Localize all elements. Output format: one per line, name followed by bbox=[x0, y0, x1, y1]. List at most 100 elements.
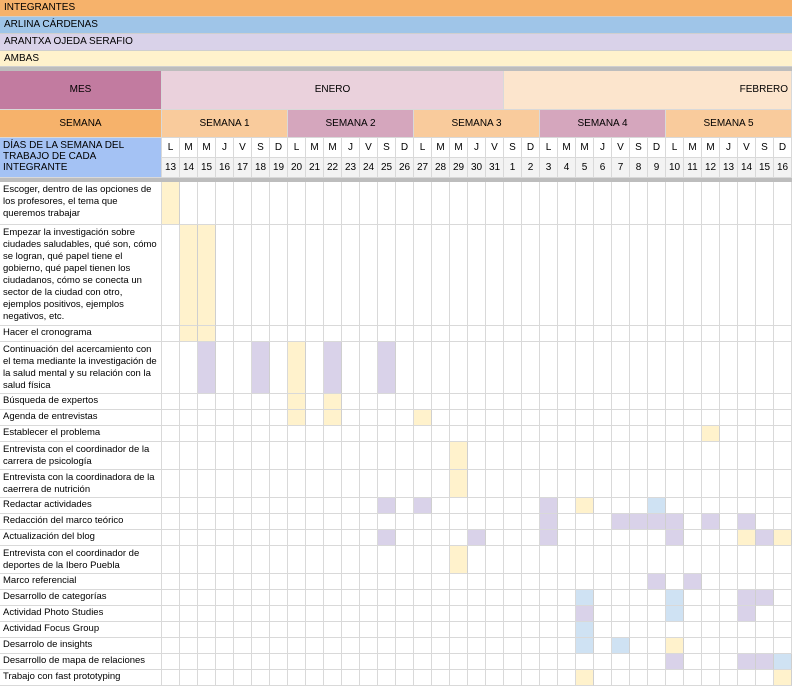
schedule-cell[interactable] bbox=[162, 530, 180, 546]
schedule-cell[interactable] bbox=[252, 182, 270, 225]
schedule-cell[interactable] bbox=[648, 546, 666, 574]
schedule-cell[interactable] bbox=[702, 326, 720, 342]
schedule-cell[interactable] bbox=[270, 182, 288, 225]
schedule-cell-marked[interactable] bbox=[450, 546, 468, 574]
schedule-cell[interactable] bbox=[396, 410, 414, 426]
schedule-cell[interactable] bbox=[504, 394, 522, 410]
schedule-cell[interactable] bbox=[720, 225, 738, 326]
schedule-cell[interactable] bbox=[594, 574, 612, 590]
task-label[interactable]: Actualización del blog bbox=[0, 530, 162, 546]
schedule-cell[interactable] bbox=[162, 326, 180, 342]
schedule-cell[interactable] bbox=[432, 426, 450, 442]
schedule-cell[interactable] bbox=[252, 410, 270, 426]
schedule-cell[interactable] bbox=[594, 326, 612, 342]
schedule-cell[interactable] bbox=[378, 654, 396, 670]
schedule-cell[interactable] bbox=[540, 590, 558, 606]
schedule-cell[interactable] bbox=[468, 654, 486, 670]
schedule-cell[interactable] bbox=[324, 442, 342, 470]
schedule-cell[interactable] bbox=[522, 574, 540, 590]
schedule-cell[interactable] bbox=[306, 574, 324, 590]
schedule-cell[interactable] bbox=[612, 622, 630, 638]
schedule-cell[interactable] bbox=[378, 410, 396, 426]
schedule-cell[interactable] bbox=[450, 410, 468, 426]
schedule-cell[interactable] bbox=[324, 470, 342, 498]
schedule-cell[interactable] bbox=[738, 342, 756, 394]
schedule-cell[interactable] bbox=[414, 342, 432, 394]
schedule-cell[interactable] bbox=[324, 514, 342, 530]
schedule-cell[interactable] bbox=[630, 622, 648, 638]
schedule-cell[interactable] bbox=[198, 470, 216, 498]
schedule-cell[interactable] bbox=[648, 225, 666, 326]
schedule-cell-marked[interactable] bbox=[612, 638, 630, 654]
schedule-cell[interactable] bbox=[252, 606, 270, 622]
schedule-cell[interactable] bbox=[594, 442, 612, 470]
schedule-cell[interactable] bbox=[576, 342, 594, 394]
schedule-cell[interactable] bbox=[288, 590, 306, 606]
schedule-cell[interactable] bbox=[162, 342, 180, 394]
schedule-cell[interactable] bbox=[684, 498, 702, 514]
schedule-cell[interactable] bbox=[270, 470, 288, 498]
schedule-cell[interactable] bbox=[612, 442, 630, 470]
schedule-cell[interactable] bbox=[738, 638, 756, 654]
schedule-cell[interactable] bbox=[702, 654, 720, 670]
schedule-cell[interactable] bbox=[162, 498, 180, 514]
schedule-cell[interactable] bbox=[774, 590, 792, 606]
schedule-cell[interactable] bbox=[468, 514, 486, 530]
schedule-cell[interactable] bbox=[162, 606, 180, 622]
schedule-cell[interactable] bbox=[720, 342, 738, 394]
schedule-cell[interactable] bbox=[486, 394, 504, 410]
schedule-cell[interactable] bbox=[342, 498, 360, 514]
schedule-cell[interactable] bbox=[234, 606, 252, 622]
schedule-cell[interactable] bbox=[756, 470, 774, 498]
schedule-cell[interactable] bbox=[342, 638, 360, 654]
schedule-cell-marked[interactable] bbox=[756, 530, 774, 546]
schedule-cell[interactable] bbox=[522, 530, 540, 546]
schedule-cell[interactable] bbox=[666, 426, 684, 442]
schedule-cell[interactable] bbox=[720, 442, 738, 470]
schedule-cell[interactable] bbox=[756, 426, 774, 442]
schedule-cell[interactable] bbox=[486, 182, 504, 225]
schedule-cell[interactable] bbox=[486, 426, 504, 442]
schedule-cell[interactable] bbox=[252, 546, 270, 574]
schedule-cell[interactable] bbox=[360, 622, 378, 638]
schedule-cell[interactable] bbox=[198, 182, 216, 225]
task-label[interactable]: Desarrollo de mapa de relaciones bbox=[0, 654, 162, 670]
schedule-cell-marked[interactable] bbox=[666, 514, 684, 530]
schedule-cell[interactable] bbox=[180, 442, 198, 470]
schedule-cell[interactable] bbox=[432, 638, 450, 654]
schedule-cell-marked[interactable] bbox=[198, 342, 216, 394]
schedule-cell[interactable] bbox=[774, 326, 792, 342]
schedule-cell[interactable] bbox=[666, 470, 684, 498]
schedule-cell[interactable] bbox=[702, 182, 720, 225]
schedule-cell-marked[interactable] bbox=[756, 590, 774, 606]
schedule-cell[interactable] bbox=[234, 590, 252, 606]
schedule-cell[interactable] bbox=[738, 410, 756, 426]
schedule-cell[interactable] bbox=[540, 182, 558, 225]
schedule-cell[interactable] bbox=[630, 590, 648, 606]
schedule-cell[interactable] bbox=[540, 410, 558, 426]
schedule-cell[interactable] bbox=[432, 410, 450, 426]
schedule-cell[interactable] bbox=[180, 638, 198, 654]
schedule-cell-marked[interactable] bbox=[666, 638, 684, 654]
schedule-cell[interactable] bbox=[774, 498, 792, 514]
schedule-cell[interactable] bbox=[162, 225, 180, 326]
schedule-cell[interactable] bbox=[612, 530, 630, 546]
schedule-cell[interactable] bbox=[756, 574, 774, 590]
schedule-cell[interactable] bbox=[360, 546, 378, 574]
schedule-cell[interactable] bbox=[468, 182, 486, 225]
schedule-cell[interactable] bbox=[198, 514, 216, 530]
schedule-cell[interactable] bbox=[234, 670, 252, 686]
schedule-cell[interactable] bbox=[522, 622, 540, 638]
schedule-cell[interactable] bbox=[468, 670, 486, 686]
schedule-cell[interactable] bbox=[630, 498, 648, 514]
schedule-cell-marked[interactable] bbox=[252, 342, 270, 394]
schedule-cell[interactable] bbox=[216, 498, 234, 514]
schedule-cell[interactable] bbox=[198, 498, 216, 514]
schedule-cell[interactable] bbox=[342, 514, 360, 530]
schedule-cell[interactable] bbox=[522, 470, 540, 498]
schedule-cell-marked[interactable] bbox=[288, 394, 306, 410]
schedule-cell[interactable] bbox=[774, 606, 792, 622]
schedule-cell[interactable] bbox=[252, 326, 270, 342]
schedule-cell[interactable] bbox=[684, 530, 702, 546]
schedule-cell[interactable] bbox=[720, 182, 738, 225]
